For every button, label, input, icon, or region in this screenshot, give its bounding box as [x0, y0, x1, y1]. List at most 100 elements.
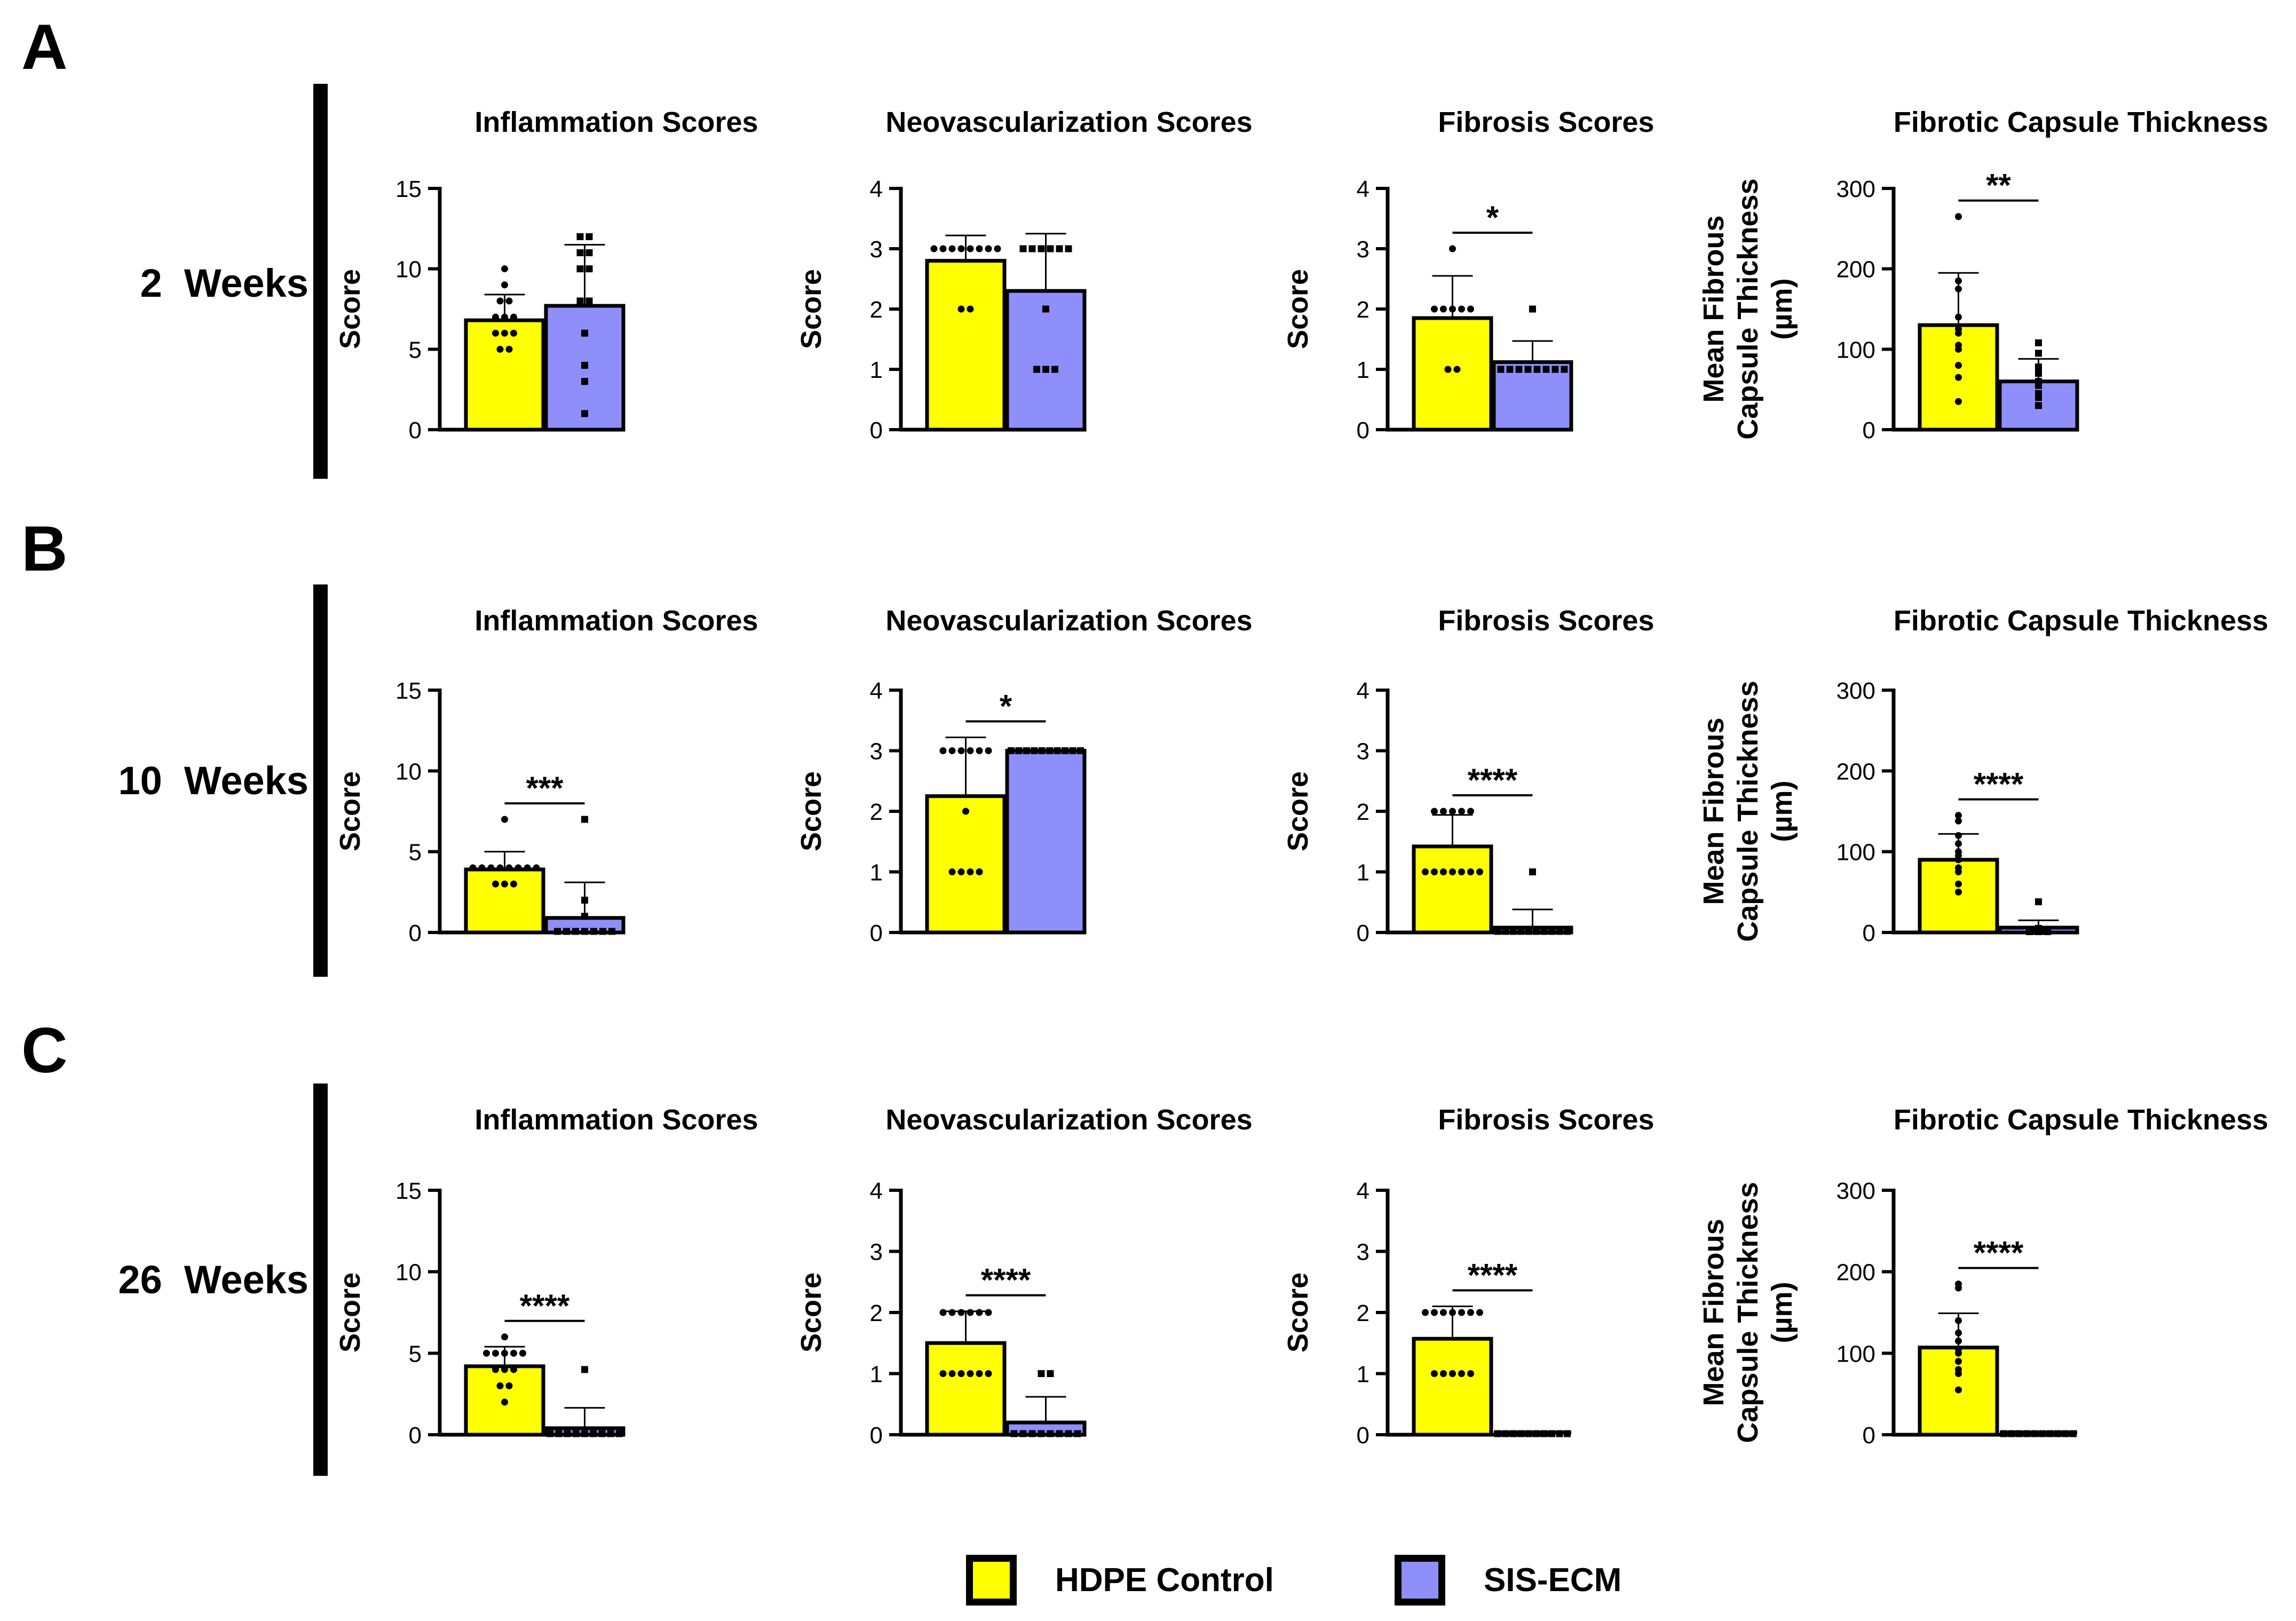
data-point [1955, 848, 1962, 856]
y-tick-label: 3 [1357, 236, 1369, 263]
y-tick-label: 0 [409, 417, 422, 444]
data-point [510, 329, 517, 337]
y-tick-label: 1 [870, 1362, 883, 1388]
y-tick-label: 200 [1836, 1260, 1875, 1286]
data-point [501, 281, 508, 289]
data-point [1047, 1370, 1054, 1377]
y-axis-label-line: Score [795, 1272, 827, 1353]
data-point [1955, 840, 1962, 848]
data-point [967, 1370, 974, 1377]
data-point [510, 1349, 517, 1357]
data-point [505, 1382, 513, 1389]
y-tick-label: 1 [870, 860, 883, 886]
data-point [585, 265, 593, 273]
data-point [1046, 747, 1054, 754]
data-point [985, 1309, 992, 1316]
data-point [1056, 1430, 1063, 1437]
y-tick-label: 200 [1836, 758, 1875, 785]
data-point [948, 868, 956, 875]
data-point [505, 864, 513, 872]
data-point [1074, 1430, 1081, 1437]
data-point [1440, 868, 1447, 875]
data-point [576, 297, 584, 305]
y-tick-label: 4 [1357, 176, 1369, 202]
data-point [985, 245, 992, 252]
week-label-10: 10 Weeks [118, 758, 308, 803]
legend-swatch-hdpe-control [966, 1555, 1017, 1606]
chart-title: Fibrotic Capsule Thickness [1894, 106, 2268, 138]
y-tick-label: 15 [395, 176, 422, 202]
data-point [967, 305, 974, 313]
data-point [1431, 305, 1438, 313]
data-point [585, 297, 593, 305]
chart-a-2: Neovascularization Scores Score 0 1 2 3 4 [795, 106, 1253, 444]
data-point [501, 816, 508, 823]
significance-label: **** [1468, 1258, 1518, 1293]
data-point [1502, 1430, 1509, 1437]
data-point [1056, 245, 1063, 252]
legend-swatch-sis-ecm [1395, 1555, 1445, 1606]
data-point [496, 864, 504, 872]
y-tick-label: 300 [1836, 678, 1875, 704]
y-tick-label: 2 [1357, 799, 1369, 825]
data-point [1955, 832, 1962, 839]
data-point [1540, 928, 1548, 935]
y-axis-label-line: Score [1282, 1272, 1314, 1353]
data-point [1467, 1309, 1474, 1316]
y-tick-label: 200 [1836, 257, 1875, 283]
y-axis-label-line: Score [334, 1272, 366, 1353]
y-tick-label: 4 [870, 176, 883, 202]
data-point [1509, 1430, 1517, 1437]
data-point [501, 329, 508, 337]
data-point [1449, 868, 1456, 875]
data-point [948, 1309, 956, 1316]
legend-label-sis-ecm: SIS-ECM [1484, 1562, 1622, 1599]
data-point [2035, 370, 2042, 377]
data-point [1467, 1370, 1474, 1377]
data-point [1525, 1430, 1532, 1437]
data-point [598, 1430, 606, 1437]
y-tick-label: 4 [870, 678, 883, 704]
data-point [957, 1309, 965, 1316]
chart-b-2: Neovascularization Scores Score 0 1 2 3 4 * [795, 605, 1253, 946]
data-point [510, 1366, 517, 1373]
significance-label: * [1486, 200, 1499, 235]
data-point [1453, 366, 1461, 373]
y-tick-label: 5 [409, 840, 422, 866]
data-point [1548, 1430, 1556, 1437]
y-axis-label-line: Score [334, 771, 366, 851]
significance-label: ** [1986, 168, 2011, 203]
data-point [1422, 868, 1429, 875]
y-tick-label: 3 [870, 1239, 883, 1266]
y-axis-label-line: Mean Fibrous [1698, 215, 1730, 402]
chart-a-1: Inflammation Scores Score 0 5 10 15 [334, 106, 758, 444]
data-point [1506, 366, 1514, 373]
data-point [957, 1370, 965, 1377]
chart-title: Fibrotic Capsule Thickness [1894, 605, 2268, 637]
data-point [1955, 812, 1962, 819]
data-point [2023, 1430, 2031, 1437]
data-point [1458, 1309, 1465, 1316]
data-point [1023, 747, 1030, 754]
panel-a-divider-bar [313, 84, 328, 479]
data-point [1467, 868, 1474, 875]
y-axis-label: Score [795, 269, 827, 349]
significance-label: **** [1468, 762, 1518, 798]
data-point [581, 1430, 588, 1437]
data-point [1028, 245, 1036, 252]
y-tick-label: 0 [1357, 1422, 1369, 1449]
data-point [585, 233, 593, 240]
y-tick-label: 15 [395, 1178, 422, 1204]
y-tick-label: 0 [1863, 1422, 1875, 1449]
y-tick-label: 0 [1357, 417, 1369, 444]
data-point [492, 1349, 499, 1357]
data-point [616, 1430, 623, 1437]
y-tick-label: 300 [1836, 1178, 1875, 1204]
data-point [1955, 277, 1962, 284]
data-point [1038, 1370, 1045, 1377]
data-point [1955, 285, 1962, 292]
chart-c-2: Neovascularization Scores Score 0 1 2 3 4 **** [795, 1104, 1253, 1449]
data-point [2035, 402, 2042, 409]
data-point [1955, 817, 1962, 825]
panel-c-divider-bar [313, 1084, 328, 1476]
